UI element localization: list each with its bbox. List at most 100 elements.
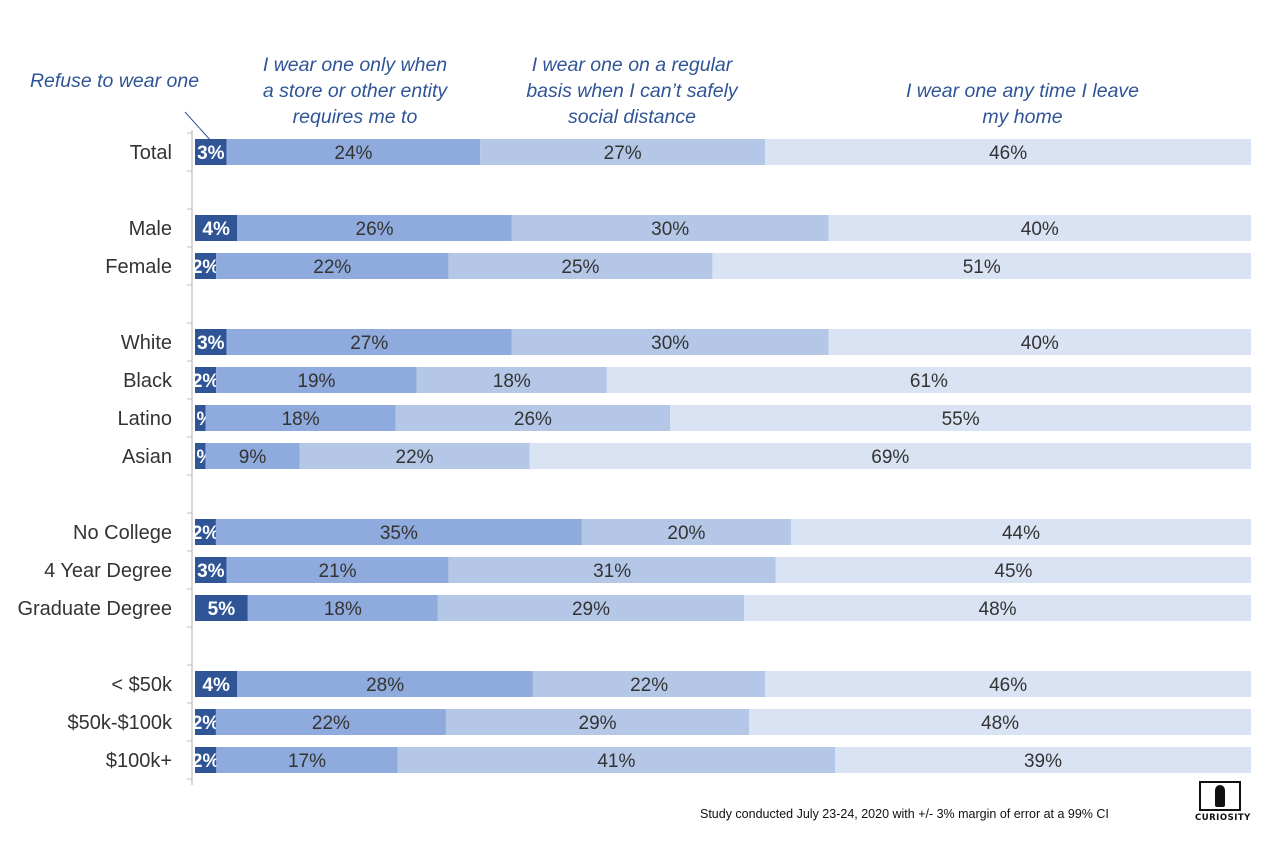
legend-header-line: I wear one any time I leave [905,80,1140,102]
legend-header-line: my home [982,106,1063,128]
bar-segment [195,709,216,735]
bar-row: Female 2% 22% 25% 51% [105,253,1251,279]
data-label: 69% [871,447,909,468]
bar-segment [828,215,1251,241]
data-label: 5% [208,599,236,620]
data-label: 22% [396,447,434,468]
data-label: 2% [192,751,220,772]
bar-segment [775,557,1251,583]
bar-segment [532,671,766,697]
bar-row: < $50k 4% 28% 22% 46% [111,671,1251,697]
logo-figure-icon [1199,781,1241,811]
legend-header-refuse: Refuse to wear one [12,68,217,94]
bar-segment [195,329,227,355]
bar-segment [395,405,671,431]
category-label: $50k-$100k [67,712,173,734]
category-label: 4 Year Degree [44,560,172,582]
data-label: 51% [963,257,1001,278]
category-label: Male [129,218,172,240]
legend-header-line: I wear one on a regular [531,54,733,76]
bar-segment [416,367,607,393]
legend-header-store: I wear one only when a store or other ent… [225,52,485,130]
category-label: Latino [118,408,173,430]
legend-header-line: social distance [568,106,696,128]
data-label: 4% [202,675,230,696]
bar-segment [581,519,791,545]
category-label: Total [130,142,172,164]
bar-segment [790,519,1251,545]
bar-segment [448,253,713,279]
data-label: 2% [192,523,220,544]
data-label: 28% [366,675,404,696]
data-label: 29% [579,713,617,734]
bar-segment [216,253,449,279]
data-label: 30% [651,333,689,354]
data-label: 3% [197,333,225,354]
bar-segment [765,139,1251,165]
data-label: 17% [288,751,326,772]
data-label: 22% [312,713,350,734]
bar-segment [195,595,248,621]
legend-header-line: I wear one only when [262,54,448,76]
bar-segment [670,405,1251,431]
bar-segment [247,595,438,621]
bar-segment [195,253,217,279]
bar-segment [195,405,206,431]
data-label: 24% [334,143,372,164]
data-label: 27% [604,143,642,164]
legend-header-line: requires me to [292,106,418,128]
bar-segment [226,557,449,583]
data-label: 35% [380,523,418,544]
bar-segment [226,329,512,355]
data-label: 46% [989,143,1027,164]
bar-segment [480,139,766,165]
data-label: 27% [350,333,388,354]
bar-segment [437,595,745,621]
data-label: 30% [651,219,689,240]
data-label: 22% [313,257,351,278]
data-label: 61% [910,371,948,392]
category-label: Asian [122,446,172,468]
category-label: Graduate Degree [17,598,172,620]
data-label: 4% [202,219,230,240]
bar-segment [744,595,1251,621]
bar-row: Graduate Degree 5% 18% 29% 48% [17,595,1251,621]
data-label: 18% [324,599,362,620]
bar-segment [445,709,750,735]
data-label: 3% [197,561,225,582]
bar-segment [195,139,227,165]
data-label: 20% [667,523,705,544]
bar-row: Asian% 9% 22% 69% [122,443,1251,469]
bar-segment [237,671,533,697]
data-label: 22% [630,675,668,696]
category-label: < $50k [111,674,173,696]
bar-row: No College 2% 35% 20% 44% [73,519,1251,545]
data-label: 21% [319,561,357,582]
legend-header-always: I wear one any time I leave my home [860,78,1185,130]
bar-row: $100k+ 2% 17% 41% 39% [106,747,1251,773]
data-label: 55% [942,409,980,430]
data-label: 2% [192,713,220,734]
bar-segment [397,747,835,773]
bar-segment [216,367,417,393]
bar-row: Black 2% 19% 18% 61% [123,367,1251,393]
data-label: 46% [989,675,1027,696]
logo-text: CURIOSITY [1195,813,1251,823]
bar-segment [606,367,1251,393]
data-label: 2% [192,371,220,392]
data-label: 29% [572,599,610,620]
bar-row: White 3% 27% 30% 40% [121,329,1251,355]
bar-row: $50k-$100k 2% 22% 29% 48% [67,709,1251,735]
bar-segment [195,747,217,773]
bar-segment [215,519,582,545]
bar-row: Total 3% 24% 27% 46% [130,139,1251,165]
data-label: 48% [981,713,1019,734]
category-label: Female [105,256,172,278]
category-label: Black [123,370,173,392]
bar-segment [195,443,206,469]
bar-segment [216,747,398,773]
bar-segment [205,405,396,431]
category-label: White [121,332,172,354]
data-label: 45% [994,561,1032,582]
